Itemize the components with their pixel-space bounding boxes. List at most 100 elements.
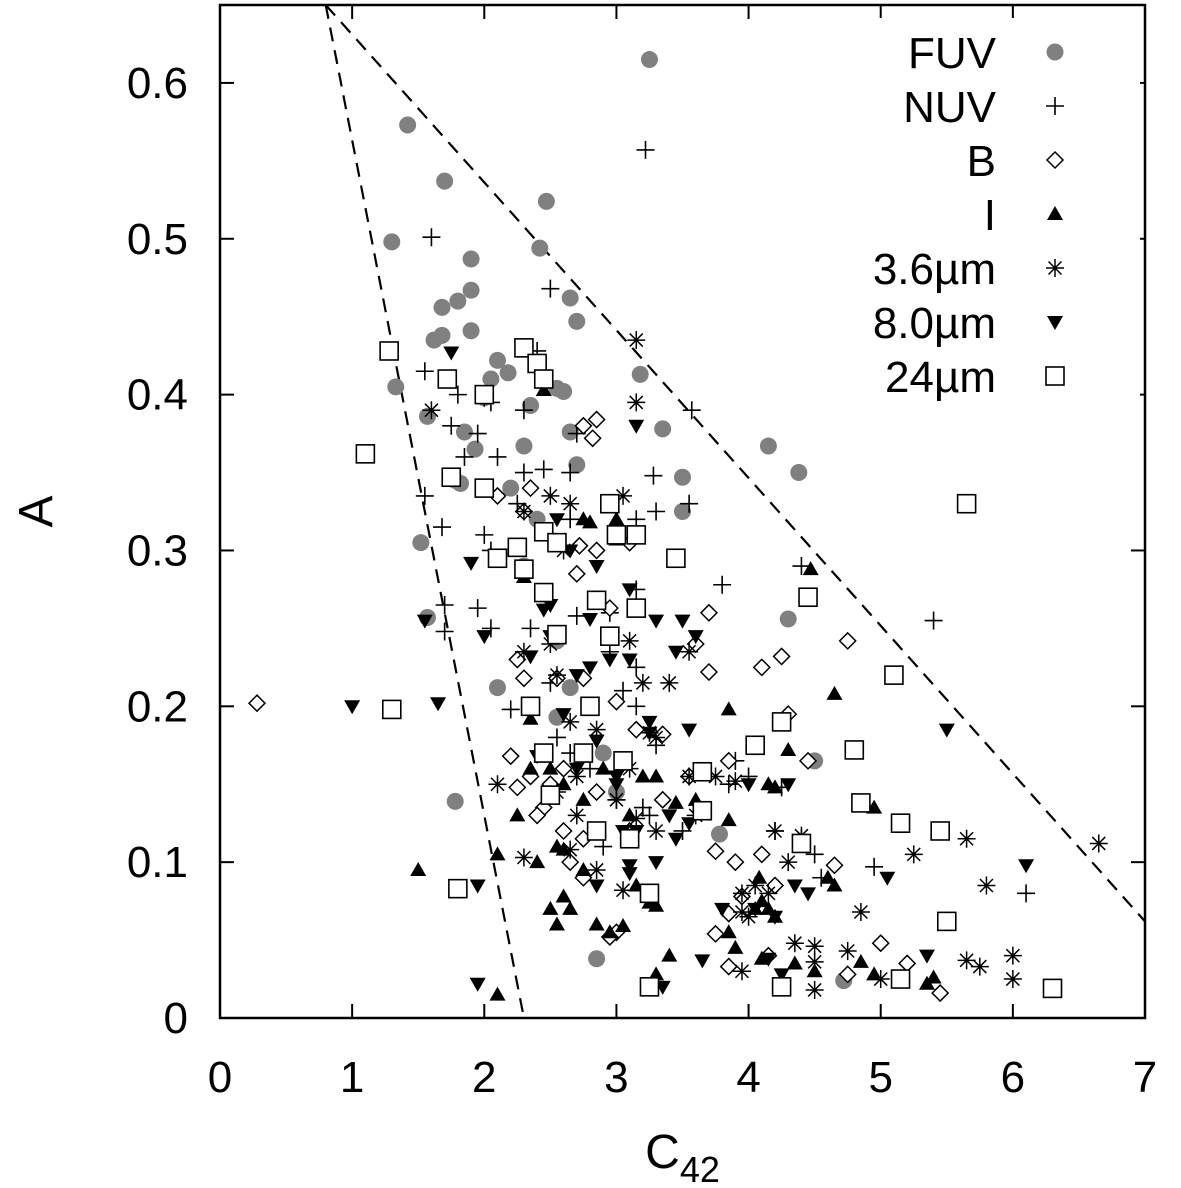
data-point bbox=[798, 587, 818, 608]
data-point bbox=[547, 728, 566, 747]
data-point bbox=[621, 867, 638, 882]
data-point bbox=[720, 701, 737, 716]
data-point bbox=[904, 845, 923, 864]
data-point bbox=[699, 603, 718, 622]
data-point bbox=[745, 735, 765, 756]
data-point bbox=[455, 423, 473, 441]
data-point bbox=[614, 486, 633, 505]
y-tick-label: 0.5 bbox=[127, 215, 188, 264]
data-point bbox=[1017, 884, 1036, 903]
legend-label: B bbox=[967, 137, 996, 186]
data-point bbox=[726, 853, 745, 872]
data-point bbox=[587, 541, 606, 560]
data-point bbox=[588, 916, 605, 931]
data-point bbox=[594, 744, 612, 762]
data-point bbox=[476, 630, 493, 645]
data-point bbox=[667, 832, 684, 847]
data-point bbox=[674, 468, 691, 486]
data-point bbox=[568, 456, 586, 474]
data-point bbox=[561, 289, 579, 307]
data-point bbox=[462, 250, 480, 268]
legend-marker bbox=[1046, 97, 1064, 115]
data-point bbox=[601, 653, 618, 668]
data-point bbox=[614, 681, 633, 700]
data-point bbox=[1089, 834, 1108, 853]
data-point bbox=[773, 968, 790, 983]
data-point bbox=[514, 848, 533, 867]
data-point bbox=[779, 853, 798, 872]
data-point bbox=[752, 658, 771, 677]
data-point bbox=[435, 622, 454, 641]
data-point bbox=[838, 941, 857, 960]
data-point bbox=[455, 447, 474, 466]
x-tick-label: 0 bbox=[208, 1053, 232, 1102]
data-point bbox=[871, 970, 890, 989]
data-point bbox=[956, 493, 977, 514]
data-point bbox=[520, 696, 541, 717]
boundary-line-1 bbox=[324, 5, 526, 1018]
data-point bbox=[586, 590, 607, 611]
data-point bbox=[399, 116, 417, 134]
data-point bbox=[936, 911, 957, 932]
data-point bbox=[531, 239, 549, 257]
data-point bbox=[501, 700, 520, 719]
data-point bbox=[561, 840, 580, 859]
data-point bbox=[627, 720, 646, 739]
data-point bbox=[767, 910, 783, 925]
data-point bbox=[489, 846, 506, 861]
legend-label: 24µm bbox=[885, 353, 996, 402]
x-axis-label: C42 bbox=[645, 1126, 720, 1188]
data-point bbox=[561, 679, 579, 697]
data-point bbox=[446, 792, 464, 810]
x-tick-label: 6 bbox=[1001, 1053, 1025, 1102]
data-point bbox=[433, 298, 451, 316]
data-point bbox=[639, 883, 660, 904]
data-point bbox=[614, 881, 633, 900]
data-point bbox=[661, 809, 678, 824]
data-point bbox=[732, 962, 751, 981]
data-point bbox=[786, 955, 803, 970]
data-point bbox=[575, 511, 592, 526]
data-point bbox=[681, 723, 698, 738]
data-point bbox=[541, 486, 560, 505]
data-point bbox=[555, 888, 572, 903]
data-point bbox=[582, 661, 598, 676]
data-point bbox=[514, 463, 533, 482]
data-point bbox=[507, 537, 528, 558]
data-point bbox=[608, 770, 625, 785]
data-point bbox=[481, 619, 500, 638]
data-point bbox=[800, 887, 817, 902]
data-point bbox=[613, 751, 633, 771]
data-point bbox=[410, 861, 427, 876]
data-point bbox=[802, 561, 819, 576]
x-axis-label-subscript: 42 bbox=[680, 1149, 720, 1188]
data-point bbox=[779, 610, 797, 628]
data-point bbox=[600, 493, 620, 514]
data-point bbox=[791, 833, 812, 854]
data-point bbox=[533, 369, 554, 389]
data-point bbox=[654, 420, 672, 438]
data-point bbox=[938, 723, 955, 738]
data-point bbox=[925, 969, 942, 984]
data-point bbox=[633, 673, 652, 692]
data-point bbox=[626, 598, 647, 618]
legend-label: 3.6µm bbox=[873, 245, 996, 294]
data-point bbox=[547, 624, 567, 645]
data-point bbox=[759, 884, 778, 903]
data-point bbox=[627, 331, 646, 350]
data-point bbox=[508, 650, 527, 669]
data-point bbox=[826, 877, 843, 892]
data-point bbox=[466, 440, 484, 458]
data-point bbox=[448, 385, 467, 404]
data-point bbox=[487, 548, 508, 569]
y-tick-label: 0.2 bbox=[127, 682, 188, 731]
data-point bbox=[641, 726, 658, 741]
data-point bbox=[501, 747, 520, 766]
data-point bbox=[851, 793, 871, 813]
data-point bbox=[739, 907, 758, 926]
data-point bbox=[621, 583, 638, 598]
data-point bbox=[805, 937, 824, 956]
data-point bbox=[627, 697, 646, 716]
data-point bbox=[441, 467, 462, 488]
data-point bbox=[555, 382, 573, 400]
